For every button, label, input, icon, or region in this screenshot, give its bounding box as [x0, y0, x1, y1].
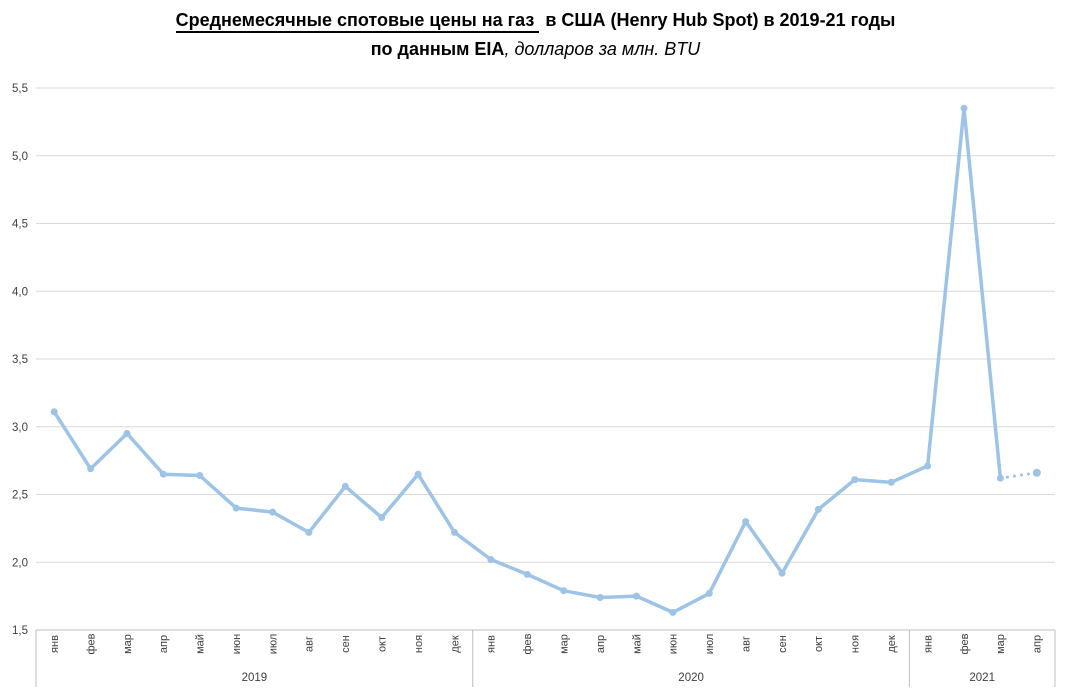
- y-axis-label: 5,0: [12, 151, 28, 163]
- data-point-marker: [1032, 468, 1041, 477]
- month-label: апр: [158, 635, 170, 653]
- data-point-marker: [50, 408, 58, 416]
- y-axis-label: 5,5: [12, 83, 28, 95]
- month-label: май: [195, 634, 207, 654]
- data-point-marker: [742, 518, 750, 526]
- chart-title-underlined-part: Среднемесячные спотовые цены на газ: [175, 10, 540, 33]
- y-axis-label: 4,0: [12, 286, 28, 298]
- data-point-marker: [669, 608, 677, 616]
- data-point-marker: [924, 462, 932, 470]
- month-label: май: [631, 634, 643, 654]
- month-label: дек: [886, 635, 898, 653]
- month-label: сен: [777, 635, 789, 653]
- data-point-marker: [87, 465, 95, 473]
- month-label: июн: [231, 634, 243, 654]
- chart-subtitle-source: по данным EIA: [370, 39, 505, 59]
- y-axis-label: 2,5: [12, 490, 28, 502]
- year-label: 2020: [678, 672, 704, 684]
- data-line: [52, 106, 1003, 615]
- month-label: фев: [522, 633, 534, 654]
- month-label: фев: [85, 633, 97, 654]
- year-label: 2021: [969, 672, 995, 684]
- month-label: янв: [486, 635, 498, 653]
- chart-title-rest-part: в США (Henry Hub Spot) в 2019-21 годы: [545, 10, 896, 30]
- data-point-marker: [341, 482, 349, 490]
- month-label: ноя: [850, 635, 862, 653]
- month-label: фев: [959, 633, 971, 654]
- y-axis-label: 4,5: [12, 219, 28, 231]
- data-point-marker: [887, 478, 895, 486]
- month-label: авг: [304, 636, 316, 652]
- chart-title-line1: Среднемесячные спотовые цены на газ в США…: [0, 7, 1071, 34]
- month-label: окт: [813, 636, 825, 652]
- chart-subtitle-units: , долларов за млн. BTU: [504, 39, 701, 59]
- data-point-marker: [414, 470, 422, 478]
- data-point-marker: [232, 504, 240, 512]
- month-label: окт: [377, 636, 389, 652]
- y-axis-label: 1,5: [12, 625, 28, 637]
- month-label: мар: [122, 634, 134, 654]
- data-point-marker: [523, 570, 531, 578]
- data-point-marker: [123, 430, 131, 437]
- y-axis-label: 2,0: [12, 557, 28, 569]
- chart-title: Среднемесячные спотовые цены на газ в США…: [0, 7, 1071, 63]
- data-point-marker: [451, 528, 458, 536]
- data-point-marker: [305, 528, 313, 536]
- month-label: дек: [449, 635, 461, 653]
- month-label: авг: [741, 636, 753, 652]
- data-point-marker: [705, 589, 713, 597]
- month-label: июл: [267, 634, 279, 655]
- month-label: янв: [922, 635, 934, 653]
- month-label: мар: [559, 634, 571, 654]
- year-label: 2019: [242, 672, 268, 684]
- y-axis-label: 3,5: [12, 354, 28, 366]
- month-label: июн: [668, 634, 680, 654]
- data-point-marker: [814, 505, 822, 513]
- data-point-marker: [596, 594, 604, 601]
- data-point-marker: [159, 470, 167, 478]
- data-point-marker: [778, 569, 786, 577]
- chart-title-line2: по данным EIA, долларов за млн. BTU: [0, 36, 1071, 63]
- month-label: янв: [49, 635, 61, 653]
- month-label: апр: [1032, 635, 1044, 653]
- month-label: апр: [595, 635, 607, 653]
- data-point-marker: [196, 472, 204, 479]
- data-line-dotted: [998, 471, 1039, 480]
- data-point-marker: [487, 556, 495, 563]
- data-point-marker: [996, 474, 1004, 482]
- month-label: сен: [340, 635, 352, 653]
- data-point-marker: [960, 104, 968, 112]
- data-point-marker: [269, 508, 277, 516]
- month-label: ноя: [413, 635, 425, 653]
- data-point-marker: [851, 476, 859, 484]
- month-label: мар: [995, 634, 1007, 654]
- month-label: июл: [704, 634, 716, 655]
- y-axis-label: 3,0: [12, 422, 28, 434]
- data-point-marker: [633, 592, 640, 600]
- data-point-marker: [560, 587, 568, 595]
- data-point-marker: [378, 514, 386, 521]
